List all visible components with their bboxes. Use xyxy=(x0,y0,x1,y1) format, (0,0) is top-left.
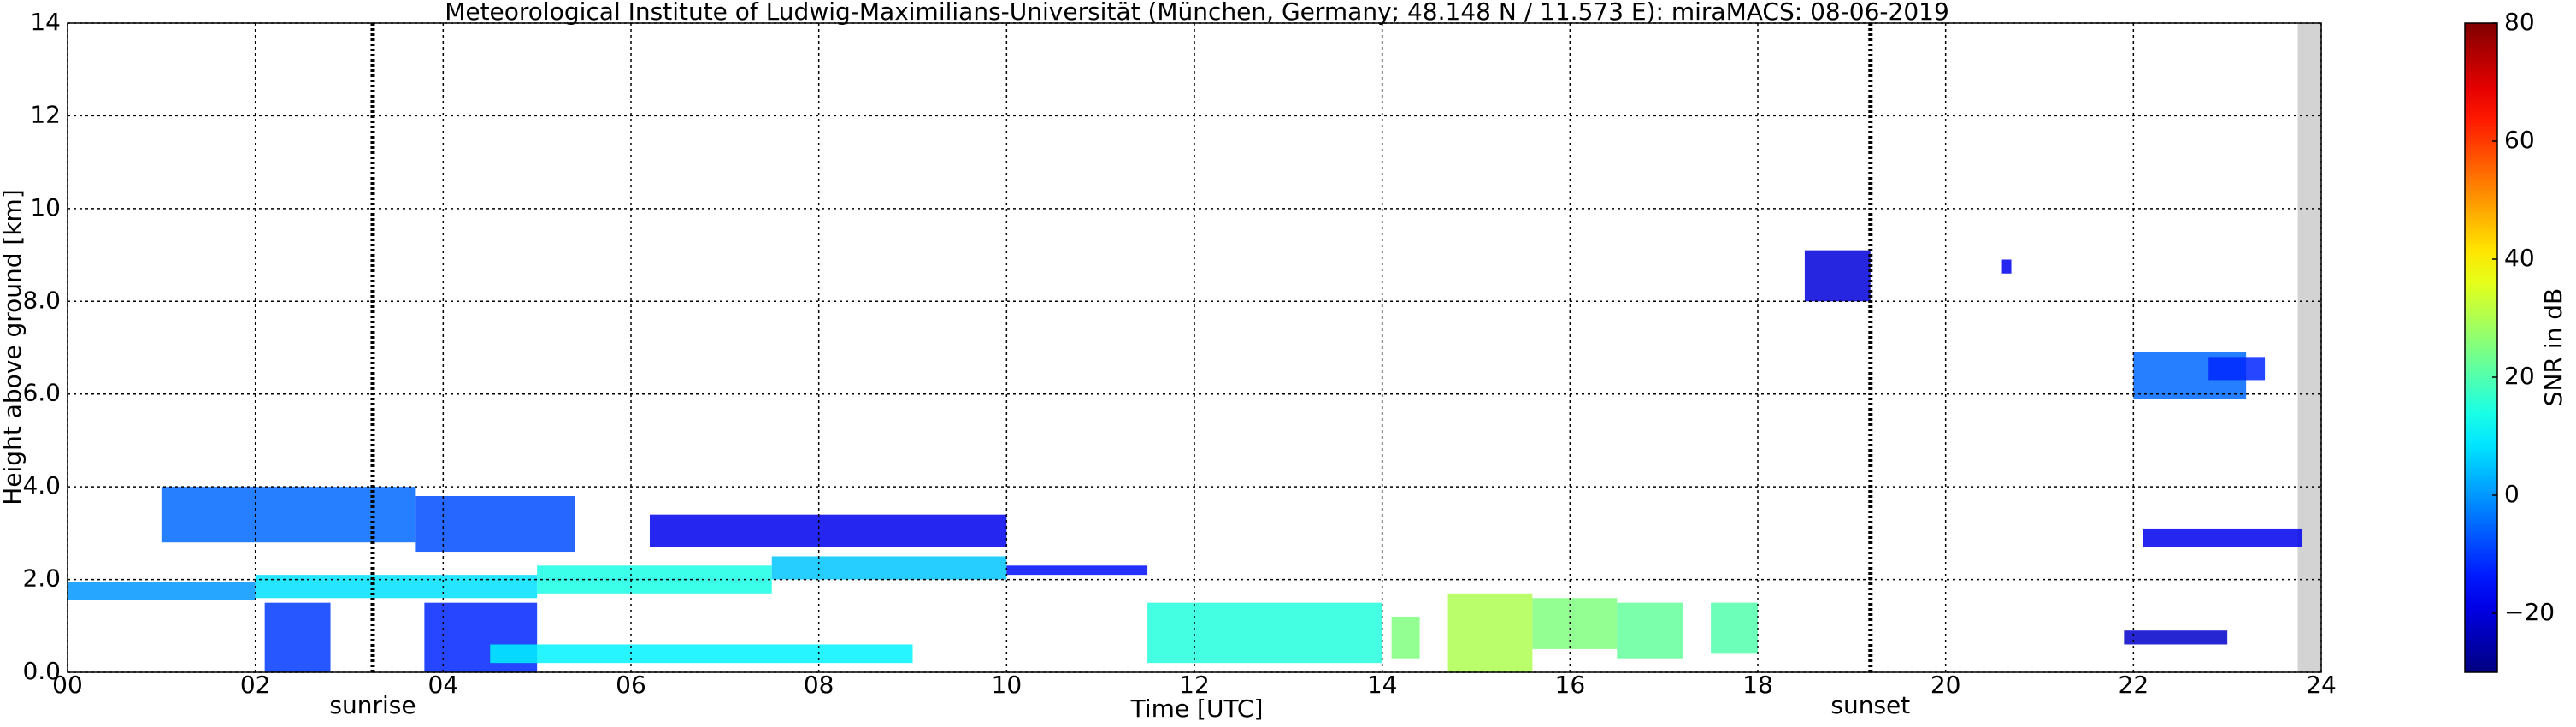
x-tick-label: 12 xyxy=(1179,671,1210,699)
y-tick-label: 6.0 xyxy=(22,379,61,407)
x-tick-label: 06 xyxy=(616,671,646,699)
x-tick-label: 04 xyxy=(428,671,459,699)
echo xyxy=(255,575,538,599)
y-tick-label: 2.0 xyxy=(22,564,61,593)
echo xyxy=(264,602,331,672)
colorbar-tick-label: 20 xyxy=(2504,362,2535,390)
y-tick-label: 0.0 xyxy=(22,657,61,685)
echo xyxy=(771,556,1007,580)
x-tick-label: 02 xyxy=(240,671,271,699)
annotation-label: sunrise xyxy=(329,691,416,719)
x-axis-label: Time [UTC] xyxy=(1130,694,1264,723)
echo xyxy=(1804,250,1871,302)
echo xyxy=(68,582,256,600)
x-tick-label: 10 xyxy=(992,671,1023,699)
x-tick-label: 16 xyxy=(1555,671,1586,699)
colorbar-tick-label: 40 xyxy=(2504,244,2535,272)
y-axis-label: Height above ground [km] xyxy=(0,189,27,505)
echo xyxy=(2143,528,2303,547)
no-data-region xyxy=(2297,23,2321,672)
x-tick-label: 24 xyxy=(2306,671,2337,699)
x-tick-label: 08 xyxy=(804,671,834,699)
annotation-label: sunset xyxy=(1830,691,1910,719)
chart-title: Meteorological Institute of Ludwig-Maxim… xyxy=(445,0,1949,26)
echo xyxy=(415,495,575,553)
echo xyxy=(2001,259,2012,274)
y-tick-label: 8.0 xyxy=(22,286,61,314)
echo xyxy=(649,514,1007,547)
echo xyxy=(1617,602,1683,659)
colorbar-tick-label: 0 xyxy=(2504,480,2520,508)
echo xyxy=(1711,602,1758,654)
plot-frame xyxy=(67,22,2322,673)
y-tick-label: 4.0 xyxy=(22,471,61,499)
echo xyxy=(490,644,913,664)
echo xyxy=(1391,616,1420,659)
echo xyxy=(1447,593,1533,672)
colorbar-label: SNR in dB xyxy=(2539,288,2567,406)
x-tick-label: 00 xyxy=(52,671,83,699)
colorbar-tick-label: 80 xyxy=(2504,8,2535,36)
echo xyxy=(1006,565,1148,576)
y-tick-label: 10 xyxy=(30,193,61,222)
echo xyxy=(161,487,416,543)
colorbar-tick-label: −20 xyxy=(2504,598,2555,626)
echo xyxy=(1147,602,1382,664)
colorbar xyxy=(2464,22,2498,673)
y-tick-label: 12 xyxy=(30,100,61,128)
x-tick-label: 20 xyxy=(1931,671,1961,699)
x-tick-label: 22 xyxy=(2119,671,2149,699)
echo xyxy=(1532,598,1618,649)
y-tick-label: 14 xyxy=(30,8,61,36)
x-tick-label: 14 xyxy=(1367,671,1398,699)
colorbar-tick-label: 60 xyxy=(2504,126,2535,154)
echo xyxy=(2208,357,2266,381)
echo xyxy=(2124,630,2228,645)
x-tick-label: 18 xyxy=(1742,671,1773,699)
